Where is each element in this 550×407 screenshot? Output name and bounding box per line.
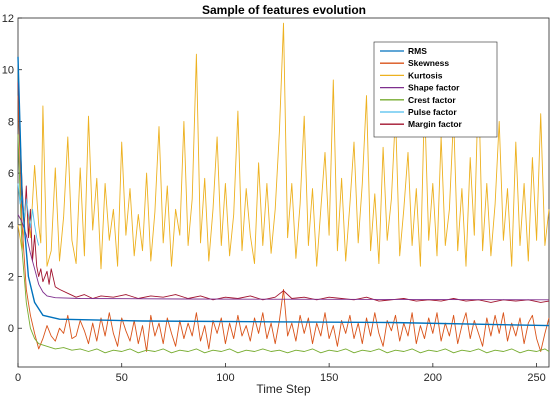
series-line-margin-factor [17, 82, 550, 303]
chart-title: Sample of features evolution [202, 3, 366, 17]
legend: RMS Skewness Kurtosis Shape factor Crest fac… [373, 41, 498, 138]
series-line-crest-factor [17, 134, 550, 354]
legend-label-pulse-factor: Pulse factor [408, 107, 457, 117]
y-tick-label: 8 [8, 116, 14, 128]
legend-box [373, 41, 498, 138]
x-tick-label: 50 [116, 372, 128, 384]
series-layer [17, 22, 550, 354]
legend-label-rms: RMS [408, 46, 427, 56]
legend-label-crest-factor: Crest factor [408, 95, 456, 105]
x-tick-label: 0 [15, 372, 21, 384]
legend-label-margin-factor: Margin factor [408, 119, 463, 129]
series-line-shape-factor [17, 214, 550, 301]
y-tick-label: 4 [8, 220, 14, 232]
legend-label-skewness: Skewness [408, 58, 449, 68]
y-tick-label: 6 [8, 168, 14, 180]
y-tick-label: 12 [2, 13, 14, 25]
x-tick-label: 250 [527, 372, 545, 384]
y-tick-label: 10 [2, 65, 14, 77]
y-tick-label: 0 [8, 323, 14, 335]
series-line-kurtosis [17, 22, 550, 270]
legend-label-kurtosis: Kurtosis [408, 70, 443, 80]
x-tick-label: 150 [320, 372, 338, 384]
legend-label-shape-factor: Shape factor [408, 83, 460, 93]
x-axis-label: Time Step [256, 382, 311, 396]
series-line-rms [17, 56, 550, 327]
y-tick-label: 2 [8, 272, 14, 284]
x-tick-label: 100 [216, 372, 234, 384]
x-tick-label: 200 [424, 372, 442, 384]
y-axis: 0 2 4 6 8 10 12 [2, 13, 22, 335]
series-line-skewness [17, 95, 550, 352]
x-axis: 0 50 100 150 200 250 [15, 363, 546, 384]
